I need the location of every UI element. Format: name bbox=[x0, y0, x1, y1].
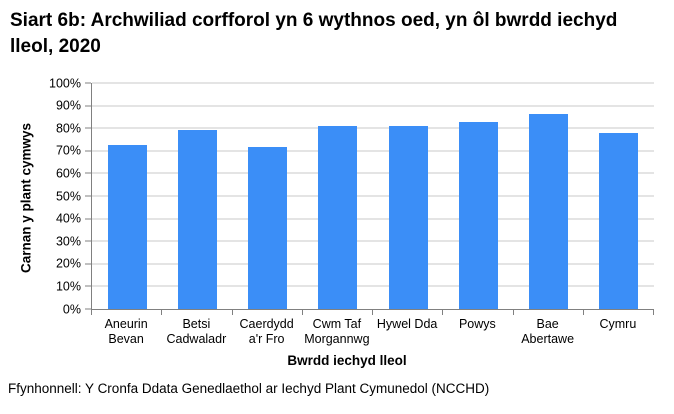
y-tick-mark bbox=[85, 263, 91, 265]
y-tick-mark bbox=[85, 240, 91, 242]
y-tick-mark bbox=[85, 218, 91, 220]
x-tick-mark bbox=[301, 310, 303, 315]
gridline bbox=[92, 263, 654, 265]
y-tick-label: 100% bbox=[49, 75, 81, 90]
bar bbox=[107, 145, 147, 309]
bar-slot bbox=[514, 83, 584, 309]
gridline bbox=[92, 195, 654, 197]
bar bbox=[458, 122, 498, 309]
y-tick-mark bbox=[85, 127, 91, 129]
y-tick-mark bbox=[85, 105, 91, 107]
gridlines bbox=[92, 82, 654, 309]
bar bbox=[529, 113, 569, 309]
bar-slot bbox=[162, 83, 232, 309]
y-tick-mark bbox=[85, 285, 91, 287]
y-tick-mark bbox=[85, 150, 91, 152]
x-tick-mark bbox=[512, 310, 514, 315]
bar bbox=[388, 125, 428, 309]
y-tick-label: 20% bbox=[55, 256, 81, 271]
category-label: Powys bbox=[458, 317, 496, 331]
bar bbox=[177, 129, 217, 309]
bar bbox=[318, 126, 358, 309]
gridline bbox=[92, 127, 654, 129]
category-label: Bae Abertawe bbox=[521, 317, 575, 346]
y-tick-label: 0% bbox=[62, 301, 81, 316]
gridline bbox=[92, 82, 654, 84]
x-tick-mark bbox=[231, 310, 233, 315]
category-label: Cymru bbox=[599, 317, 637, 331]
bar-slot bbox=[443, 83, 513, 309]
x-tick-mark bbox=[372, 310, 373, 315]
x-tick-mark bbox=[442, 310, 444, 315]
bar bbox=[599, 132, 639, 309]
x-axis-title: Bwrdd iechyd lleol bbox=[287, 353, 407, 368]
y-tick-label: 50% bbox=[55, 188, 81, 203]
y-tick-label: 30% bbox=[55, 233, 81, 248]
gridline bbox=[92, 285, 654, 287]
source-note: Ffynhonnell: Y Cronfa Ddata Genedlaethol… bbox=[8, 381, 490, 396]
gridline bbox=[92, 150, 654, 152]
y-tick-label: 10% bbox=[55, 279, 81, 294]
y-tick-label: 60% bbox=[55, 166, 81, 181]
bar-slot bbox=[303, 83, 373, 309]
plot-area bbox=[91, 82, 654, 310]
category-label: Aneurin Bevan bbox=[104, 317, 148, 346]
y-tick-label: 70% bbox=[55, 143, 81, 158]
category-label: Caerdydd a'r Fro bbox=[239, 317, 294, 346]
category-label: Cwm Taf Morgannwg bbox=[304, 317, 370, 346]
y-tick-label: 90% bbox=[55, 98, 81, 113]
gridline bbox=[92, 240, 654, 242]
chart-title: Siart 6b: Archwiliad corfforol yn 6 wyth… bbox=[10, 10, 618, 57]
y-tick-mark bbox=[85, 82, 91, 84]
gridline bbox=[92, 105, 654, 107]
category-label: Hywel Dda bbox=[376, 317, 438, 331]
bar-slot bbox=[233, 83, 303, 309]
y-tick-label: 80% bbox=[55, 120, 81, 135]
y-axis-ticks: 0% 10% 20% 30% 40% 50% 60% 70% 80% 90% 100% bbox=[0, 77, 91, 315]
x-tick-mark bbox=[653, 310, 654, 315]
x-labels: Aneurin Bevan Betsi Cadwaladr Caerdydd a'r… bbox=[91, 317, 653, 346]
y-tick-label: 40% bbox=[55, 211, 81, 226]
bars bbox=[92, 83, 654, 309]
y-tick-mark bbox=[85, 308, 91, 310]
bar-slot bbox=[584, 83, 654, 309]
y-tick-mark bbox=[85, 172, 91, 174]
bar-slot bbox=[92, 83, 162, 309]
gridline bbox=[92, 172, 654, 174]
x-tick-mark bbox=[582, 310, 584, 315]
bar bbox=[248, 146, 288, 309]
bar-slot bbox=[373, 83, 443, 309]
y-tick-mark bbox=[85, 195, 91, 197]
category-label: Betsi Cadwaladr bbox=[166, 317, 227, 346]
x-tick-mark bbox=[161, 310, 163, 315]
gridline bbox=[92, 218, 654, 220]
x-axis-ticks bbox=[91, 310, 654, 315]
x-tick-mark bbox=[91, 310, 92, 315]
